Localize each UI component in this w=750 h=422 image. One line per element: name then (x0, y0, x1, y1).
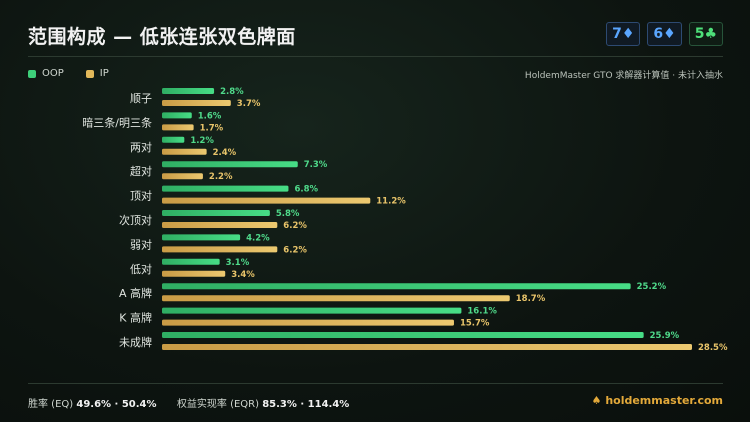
bar-oop (162, 185, 289, 192)
bar-ip (162, 295, 510, 302)
data-label-ip: 2.2% (209, 172, 233, 182)
bar-ip (162, 173, 203, 180)
eqr-label: 权益实现率 (EQR) (176, 399, 260, 410)
data-label-ip: 3.7% (237, 99, 261, 109)
bar-oop (162, 258, 220, 265)
bar-ip (162, 319, 454, 326)
data-label-oop: 1.2% (190, 136, 214, 146)
data-label-oop: 25.9% (650, 331, 680, 341)
data-label-ip: 28.5% (698, 343, 728, 353)
bar-ip (162, 197, 371, 204)
data-label-oop: 7.3% (304, 160, 328, 170)
category-label: 次顶对 (119, 213, 152, 227)
board-cards: 7 ♦ 6 ♦ 5 ♣ (606, 22, 723, 46)
data-label-oop: 4.2% (246, 233, 270, 243)
legend-swatch-oop (28, 69, 36, 78)
bar-oop (162, 88, 215, 94)
data-label-oop: 1.6% (198, 111, 222, 121)
category-label: 两对 (130, 140, 152, 154)
data-label-oop: 16.1% (467, 307, 497, 317)
category-label: 顶对 (130, 189, 152, 203)
footer-stats: 胜率 (EQ) 49.6% · 50.4% 权益实现率 (EQR) 85.3% … (28, 395, 349, 410)
data-label-oop: 2.8% (220, 87, 244, 97)
bar-ip (162, 100, 231, 106)
spade-icon: ♠ (591, 394, 602, 407)
data-label-ip: 18.7% (516, 294, 546, 304)
data-label-ip: 6.2% (283, 221, 307, 231)
category-label: 暗三条/明三条 (82, 115, 152, 129)
legend-label-oop: OOP (42, 68, 64, 79)
source-note: HoldemMaster GTO 求解器计算值 · 未计入抽水 (524, 71, 723, 81)
bar-oop (162, 161, 298, 168)
category-label: A 高牌 (119, 286, 152, 300)
data-label-oop: 5.8% (276, 209, 300, 219)
data-label-ip: 15.7% (460, 319, 490, 329)
eq-value: 49.6% · 50.4% (76, 399, 157, 410)
bar-ip (162, 246, 278, 253)
legend: OOP IP (28, 68, 131, 79)
card-rank: 6 (653, 26, 664, 42)
brand-text: holdemmaster.com (605, 394, 723, 407)
data-label-ip: 2.4% (213, 148, 237, 158)
category-label: 超对 (130, 164, 152, 178)
card-rank: 7 (612, 26, 622, 42)
bar-oop (162, 283, 631, 290)
bar-ip (162, 148, 207, 155)
brand-link[interactable]: ♠ holdemmaster.com (592, 394, 723, 407)
eqr-value: 85.3% · 114.4% (262, 399, 350, 410)
card-rank: 5 (694, 26, 705, 42)
bar-oop (162, 210, 270, 216)
category-label: K 高牌 (119, 311, 152, 325)
header-divider (28, 56, 723, 57)
legend-item-oop: OOP (28, 68, 64, 79)
data-label-ip: 6.2% (283, 245, 307, 255)
bar-ip (162, 270, 226, 277)
footer-divider (28, 383, 723, 384)
data-label-ip: 11.2% (376, 197, 406, 207)
bar-oop (162, 332, 644, 338)
legend-label-ip: IP (99, 68, 109, 79)
bar-oop (162, 307, 462, 314)
bar-ip (162, 124, 194, 131)
data-label-ip: 3.4% (231, 270, 255, 280)
legend-item-ip: IP (85, 68, 109, 79)
bar-oop (162, 234, 241, 241)
page-title: 范围构成 — 低张连张双色牌面 (28, 26, 296, 48)
board-card-2: 6 ♦ (647, 22, 682, 46)
eq-label: 胜率 (EQ) (28, 399, 74, 410)
category-label: 未成牌 (119, 335, 152, 349)
category-label: 顺子 (130, 92, 152, 105)
category-label: 低对 (130, 262, 152, 276)
board-card-1: 7 ♦ (606, 22, 641, 46)
data-label-oop: 3.1% (226, 258, 250, 268)
category-label: 弱对 (130, 237, 152, 251)
bar-oop (162, 136, 185, 143)
bar-ip (162, 222, 278, 228)
bar-ip (162, 344, 692, 350)
board-card-3: 5 ♣ (688, 22, 723, 46)
diamond-suit-icon: ♦ (663, 26, 676, 42)
data-label-oop: 25.2% (637, 282, 667, 292)
bar-oop (162, 112, 192, 119)
legend-swatch-ip (85, 69, 94, 78)
data-label-ip: 1.7% (200, 123, 224, 133)
diamond-suit-icon: ♦ (621, 26, 635, 42)
data-label-oop: 6.8% (294, 185, 318, 195)
club-suit-icon: ♣ (704, 26, 717, 42)
